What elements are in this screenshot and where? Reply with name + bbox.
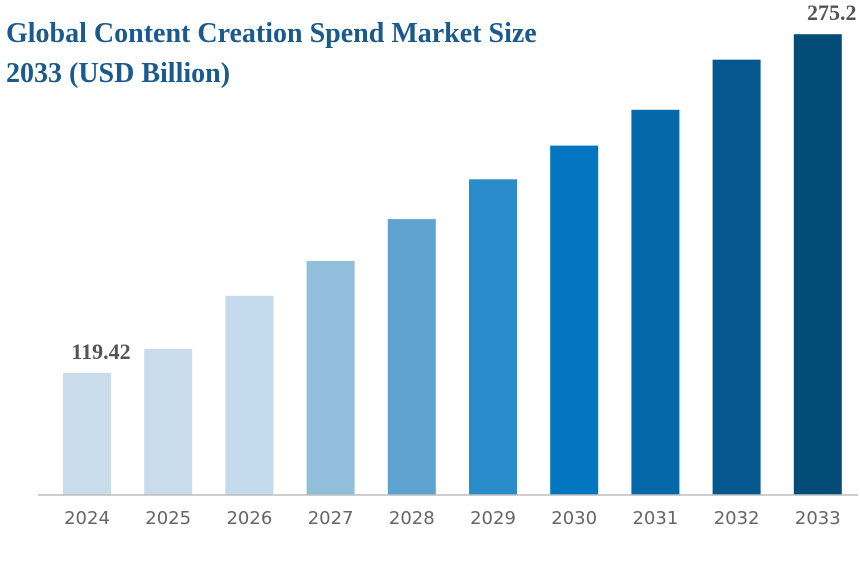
x-tick-label-2024: 2024 (64, 508, 110, 529)
x-tick-label-2026: 2026 (226, 508, 272, 529)
bar-2032 (712, 59, 761, 495)
bar-2029 (469, 179, 517, 496)
data-labels: 119.42 275.2 (71, 0, 856, 364)
data-label-2033: 275.2 (807, 0, 857, 25)
bar-2027 (306, 261, 355, 495)
x-tick-label-2031: 2031 (632, 508, 678, 529)
bar-2031 (631, 109, 680, 496)
bar-2025 (144, 348, 193, 495)
chart-title-line-1: Global Content Creation Spend Market Siz… (6, 18, 537, 49)
x-tick-label-2030: 2030 (551, 508, 597, 529)
bar-2024 (63, 373, 111, 495)
x-tick-labels: 2024 2025 2026 2027 2028 2029 2030 2031 2032 2033 (64, 508, 841, 529)
bars-group (63, 34, 842, 496)
data-label-2024: 119.42 (71, 339, 130, 364)
x-tick-label-2025: 2025 (145, 508, 191, 529)
bar-2030 (550, 145, 599, 495)
x-tick-label-2032: 2032 (714, 508, 760, 529)
x-tick-label-2027: 2027 (308, 508, 354, 529)
bar-2028 (387, 219, 436, 495)
chart-title-line-2: 2033 (USD Billion) (6, 58, 231, 89)
chart-title: Global Content Creation Spend Market Siz… (6, 14, 606, 94)
x-tick-label-2029: 2029 (470, 508, 516, 529)
x-tick-label-2028: 2028 (389, 508, 435, 529)
bar-2026 (225, 295, 274, 495)
bar-2033 (793, 34, 842, 495)
x-tick-label-2033: 2033 (795, 508, 841, 529)
